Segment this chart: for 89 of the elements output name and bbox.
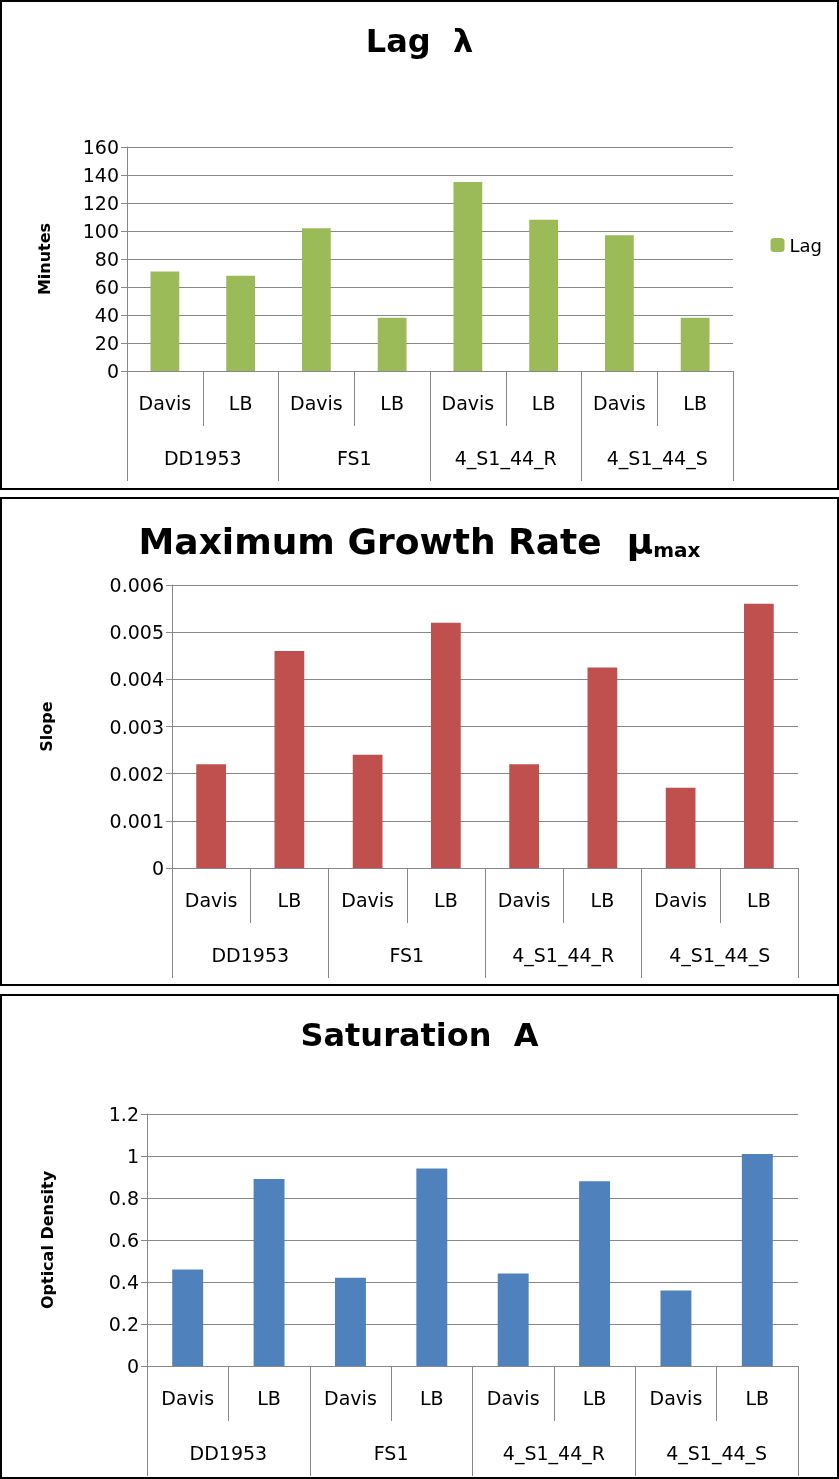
bar: [172, 1269, 204, 1366]
y-tick-label: 100: [82, 220, 119, 242]
bar: [587, 667, 618, 868]
bar: [509, 764, 539, 868]
bar: [529, 219, 559, 371]
x-tick-label: Davis: [324, 1386, 377, 1409]
bar: [226, 275, 256, 371]
x-tick-label: LB: [582, 1386, 607, 1409]
x-tick-label: Davis: [138, 391, 192, 414]
y-axis-title: Minutes: [34, 222, 54, 296]
y-tick-label: 0.002: [109, 762, 164, 785]
y-tick-label: 0.003: [109, 715, 164, 738]
x-tick-label: Davis: [184, 888, 238, 911]
x-tick-label: Davis: [161, 1386, 215, 1409]
y-tick-label: 20: [94, 332, 119, 354]
bar: [352, 754, 383, 868]
bar: [453, 182, 483, 371]
bar: [744, 603, 774, 868]
x-tick-label: LB: [257, 1386, 281, 1409]
y-tick-label: 160: [82, 136, 119, 158]
bar: [196, 764, 226, 868]
bar: [665, 787, 696, 868]
bar: [377, 317, 407, 371]
y-tick-label: 60: [94, 276, 119, 298]
text: 4_S1_44_S: [666, 1441, 768, 1465]
text: 4_S1_44_R: [512, 943, 615, 967]
x-tick-label: LB: [228, 391, 253, 414]
x-tick-label: Davis: [290, 391, 343, 414]
x-tick-label: Davis: [654, 888, 707, 911]
legend-label: Lag: [789, 234, 822, 256]
x-tick-label: Davis: [441, 391, 495, 414]
bar: [416, 1168, 448, 1366]
x-tick-label: Davis: [497, 888, 551, 911]
x-tick-label: LB: [434, 888, 458, 911]
y-tick-label: 0.6: [108, 1229, 139, 1251]
y-tick-label: 0.006: [109, 574, 164, 596]
text: 4_S1_44_S: [669, 943, 771, 967]
bar: [497, 1273, 529, 1366]
bar: [680, 317, 710, 371]
text: DD1953: [211, 943, 290, 966]
bar: [334, 1277, 366, 1366]
y-tick-label: 0: [126, 1355, 139, 1377]
y-axis-title: Optical Density: [37, 1170, 57, 1310]
x-tick-label: LB: [380, 391, 404, 414]
y-tick-label: 0.004: [109, 668, 164, 691]
bar: [274, 651, 305, 868]
x-tick-label: Davis: [649, 1386, 703, 1409]
bar: [431, 622, 461, 868]
y-tick-label: 40: [94, 304, 119, 326]
text: FS1: [389, 943, 425, 966]
bar: [150, 271, 180, 371]
x-tick-label: LB: [531, 391, 556, 414]
y-axis-title: Slope: [36, 701, 56, 752]
y-tick-label: 0: [106, 360, 119, 382]
y-tick-label: 0: [151, 857, 164, 879]
x-tick-label: LB: [745, 1386, 770, 1409]
x-tick-label: LB: [683, 391, 707, 414]
bar: [660, 1290, 692, 1366]
x-tick-label: Davis: [593, 391, 646, 414]
y-tick-label: 120: [82, 192, 119, 214]
x-tick-label: LB: [420, 1386, 444, 1409]
chart-title: Lag λ: [365, 22, 474, 60]
x-tick-label: LB: [590, 888, 615, 911]
text: 4_S1_44_R: [454, 446, 557, 470]
y-tick-label: 0.4: [108, 1271, 139, 1293]
x-tick-label: LB: [277, 888, 302, 911]
y-tick-label: 0.2: [108, 1313, 139, 1335]
text: DD1953: [189, 1441, 268, 1464]
bar: [604, 235, 634, 371]
y-tick-label: 1: [126, 1145, 139, 1167]
x-tick-label: LB: [747, 888, 771, 911]
y-tick-label: 1.2: [108, 1103, 139, 1125]
text: FS1: [373, 1441, 409, 1464]
text: 4_S1_44_R: [502, 1441, 605, 1465]
y-tick-label: 0.8: [108, 1187, 139, 1209]
chart-title: Saturation A: [300, 1016, 539, 1054]
y-tick-label: 0.005: [109, 621, 164, 644]
bar: [301, 228, 331, 371]
bar: [579, 1181, 611, 1366]
y-tick-label: 0.001: [109, 809, 164, 832]
bar: [741, 1153, 773, 1366]
x-tick-label: Davis: [486, 1386, 540, 1409]
text: FS1: [336, 446, 372, 469]
y-tick-label: 80: [94, 248, 119, 270]
x-tick-label: Davis: [341, 888, 394, 911]
y-tick-label: 140: [82, 164, 119, 186]
bar: [253, 1179, 285, 1366]
text: 4_S1_44_S: [606, 446, 708, 470]
text: DD1953: [163, 446, 242, 469]
